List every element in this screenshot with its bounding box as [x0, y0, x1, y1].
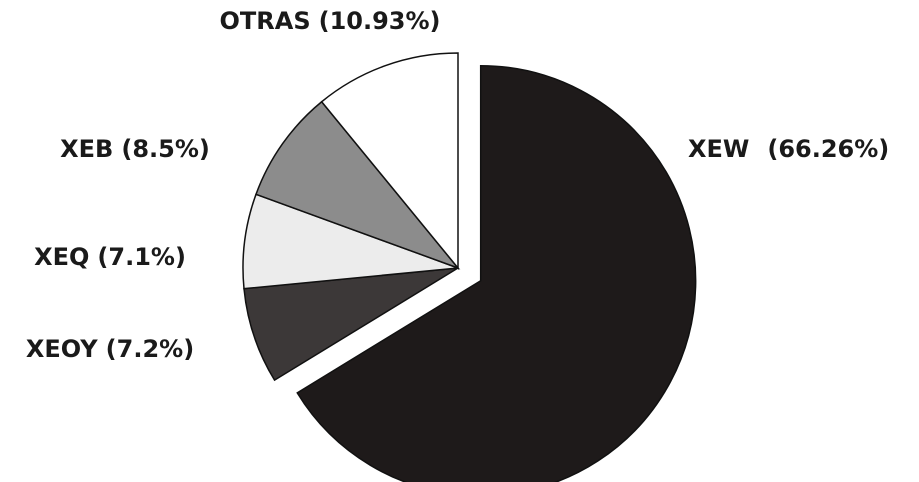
slice-label: XEW (66.26%) — [688, 135, 889, 163]
pie-slice — [296, 64, 697, 482]
category-label: OTRAS — [219, 7, 310, 35]
value-label: (66.26%) — [767, 135, 889, 163]
value-label: (8.5%) — [121, 135, 210, 163]
slice-label: XEB (8.5%) — [60, 135, 210, 163]
category-label: XEW — [688, 135, 749, 163]
pie-slice — [320, 52, 459, 271]
value-label: (7.1%) — [97, 243, 186, 271]
slice-label: OTRAS (10.93%) — [219, 7, 440, 35]
slice-label: XEQ (7.1%) — [34, 243, 186, 271]
value-label: (10.93%) — [319, 7, 441, 35]
slice-label: XEOY (7.2%) — [26, 335, 194, 363]
value-label: (7.2%) — [106, 335, 195, 363]
pie-slice — [255, 100, 461, 270]
category-label: XEOY — [26, 335, 98, 363]
category-label: XEB — [60, 135, 113, 163]
category-label: XEQ — [34, 243, 89, 271]
